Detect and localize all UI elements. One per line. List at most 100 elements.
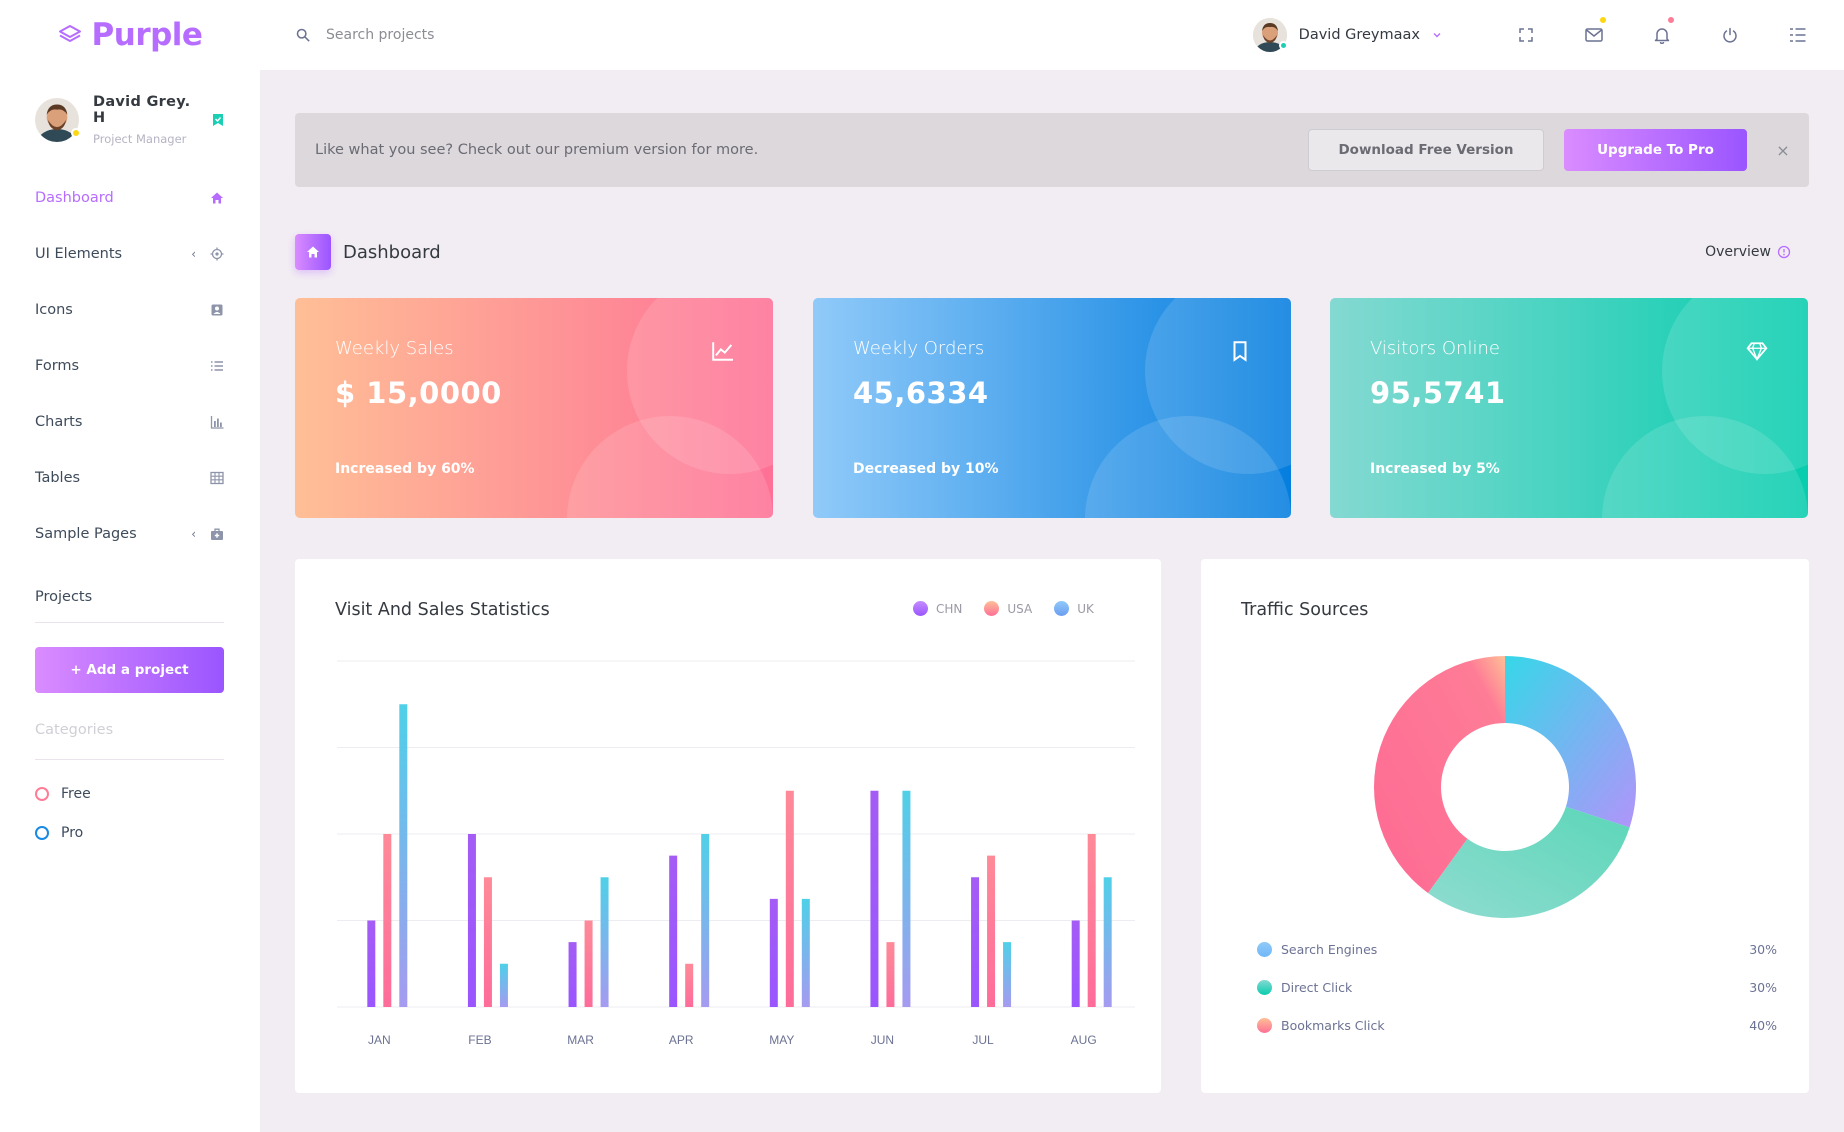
sidebar-item-charts[interactable]: Charts bbox=[0, 394, 260, 450]
legend-swatch bbox=[1054, 601, 1070, 616]
stat-card-weekly-sales: Weekly Sales $ 15,0000 Increased by 60% bbox=[295, 298, 773, 518]
bar-usa-feb[interactable] bbox=[483, 877, 492, 1007]
sidebar-profile[interactable]: David Grey. H Project Manager bbox=[0, 70, 260, 170]
stat-note: Increased by 60% bbox=[335, 461, 475, 477]
category-free[interactable]: Free bbox=[0, 774, 260, 813]
bar-usa-may[interactable] bbox=[785, 790, 794, 1007]
stat-note: Decreased by 10% bbox=[853, 461, 999, 477]
banner-text: Like what you see? Check out our premium… bbox=[315, 142, 759, 158]
projects-heading: Projects bbox=[35, 589, 93, 605]
bar-chn-may[interactable] bbox=[769, 898, 778, 1007]
bar-usa-aug[interactable] bbox=[1087, 834, 1096, 1007]
bar-usa-jun[interactable] bbox=[886, 942, 895, 1007]
search-icon bbox=[296, 28, 310, 42]
chart-bar-icon bbox=[210, 416, 224, 429]
settings-panel-button[interactable] bbox=[1764, 0, 1832, 70]
legend-label: Direct Click bbox=[1281, 980, 1353, 995]
brand-name: Purple bbox=[91, 17, 203, 53]
donut-slice-search-engines[interactable] bbox=[1505, 656, 1636, 828]
brand[interactable]: Purple bbox=[0, 17, 260, 53]
sidebar-item-icons[interactable]: Icons bbox=[0, 282, 260, 338]
x-tick-label: JUL bbox=[972, 1033, 994, 1047]
bar-chn-mar[interactable] bbox=[568, 942, 577, 1007]
traffic-sources-card: Traffic Sources Search Engines 30% Direct … bbox=[1201, 559, 1809, 1093]
chevron-left-icon: ‹ bbox=[191, 527, 196, 541]
stat-note: Increased by 5% bbox=[1370, 461, 1500, 477]
sidebar-item-dashboard[interactable]: Dashboard bbox=[0, 170, 260, 226]
sidebar-item-ui-elements[interactable]: UI Elements ‹ bbox=[0, 226, 260, 282]
stat-card-visitors-online: Visitors Online 95,5741 Increased by 5% bbox=[1330, 298, 1808, 518]
list-icon bbox=[211, 361, 223, 371]
overview-link[interactable]: Overview bbox=[1705, 244, 1791, 260]
bar-usa-apr[interactable] bbox=[685, 963, 694, 1007]
divider bbox=[35, 759, 224, 760]
x-tick-label: APR bbox=[669, 1033, 694, 1047]
chart-line-icon bbox=[712, 342, 733, 361]
divider bbox=[35, 622, 224, 623]
bar-chn-apr[interactable] bbox=[669, 855, 678, 1007]
bar-uk-jan[interactable] bbox=[399, 704, 408, 1007]
table-icon bbox=[210, 471, 224, 485]
stat-title: Visitors Online bbox=[1370, 338, 1500, 359]
logout-button[interactable] bbox=[1696, 0, 1764, 70]
user-menu[interactable]: David Greymaax bbox=[1252, 18, 1442, 52]
bar-uk-feb[interactable] bbox=[499, 963, 508, 1007]
bar-uk-jul[interactable] bbox=[1003, 942, 1012, 1007]
sidebar-item-label: Forms bbox=[35, 358, 80, 374]
bar-uk-jun[interactable] bbox=[902, 790, 911, 1007]
profile-avatar bbox=[35, 98, 81, 142]
legend-swatch bbox=[1257, 942, 1272, 957]
top-navbar: Purple David Greymaax bbox=[0, 0, 1844, 70]
fullscreen-icon bbox=[1519, 28, 1533, 42]
x-tick-label: JAN bbox=[368, 1033, 391, 1047]
home-icon bbox=[211, 192, 223, 204]
chevron-down-icon bbox=[1433, 33, 1441, 38]
bar-usa-jul[interactable] bbox=[987, 855, 996, 1007]
sidebar-item-label: Tables bbox=[35, 470, 81, 486]
legend-swatch bbox=[984, 601, 1000, 616]
bar-usa-jan[interactable] bbox=[383, 834, 392, 1007]
bar-usa-mar[interactable] bbox=[584, 920, 593, 1008]
home-icon-badge bbox=[295, 234, 331, 270]
card-title: Visit And Sales Statistics bbox=[335, 600, 550, 620]
bar-chn-aug[interactable] bbox=[1071, 920, 1080, 1008]
category-pro[interactable]: Pro bbox=[0, 813, 260, 852]
status-dot bbox=[71, 128, 81, 138]
sidebar-item-sample-pages[interactable]: Sample Pages ‹ bbox=[0, 506, 260, 562]
search-input[interactable] bbox=[326, 27, 626, 43]
sidebar-item-label: Sample Pages bbox=[35, 526, 137, 542]
donut-slice-bookmarks-click[interactable] bbox=[1374, 656, 1505, 893]
bar-chn-jul[interactable] bbox=[971, 877, 980, 1007]
x-tick-label: MAR bbox=[567, 1033, 594, 1047]
sidebar-item-label: UI Elements bbox=[35, 246, 123, 262]
bar-chn-jun[interactable] bbox=[870, 790, 879, 1007]
format-list-icon bbox=[1790, 28, 1806, 42]
home-icon bbox=[307, 246, 319, 258]
sidebar-item-tables[interactable]: Tables bbox=[0, 450, 260, 506]
upgrade-pro-button[interactable]: Upgrade To Pro bbox=[1564, 129, 1747, 171]
bar-chn-feb[interactable] bbox=[467, 834, 476, 1007]
mail-icon bbox=[1585, 28, 1603, 42]
bar-chn-jan[interactable] bbox=[367, 920, 376, 1008]
bar-uk-mar[interactable] bbox=[600, 877, 609, 1007]
donut-slice-direct-click[interactable] bbox=[1428, 806, 1630, 918]
category-ring-icon bbox=[35, 786, 49, 801]
close-banner-icon[interactable]: × bbox=[1776, 140, 1790, 160]
card-title: Traffic Sources bbox=[1241, 600, 1369, 620]
fullscreen-button[interactable] bbox=[1492, 0, 1560, 70]
crosshairs-icon bbox=[210, 247, 224, 261]
notifications-button[interactable] bbox=[1628, 0, 1696, 70]
donut-chart bbox=[1374, 656, 1636, 918]
download-free-button[interactable]: Download Free Version bbox=[1308, 129, 1544, 171]
medical-bag-icon bbox=[211, 528, 223, 540]
sidebar-item-forms[interactable]: Forms bbox=[0, 338, 260, 394]
bar-uk-apr[interactable] bbox=[701, 834, 710, 1007]
search-bar bbox=[296, 27, 696, 43]
add-project-button[interactable]: + Add a project bbox=[35, 647, 224, 693]
bar-uk-aug[interactable] bbox=[1103, 877, 1112, 1007]
chart-legend: CHN USA UK bbox=[913, 601, 1094, 616]
traffic-legend-bookmarks-click: Bookmarks Click 40% bbox=[1257, 1018, 1777, 1033]
messages-button[interactable] bbox=[1560, 0, 1628, 70]
bar-uk-may[interactable] bbox=[801, 898, 810, 1007]
stat-title: Weekly Orders bbox=[853, 338, 985, 359]
